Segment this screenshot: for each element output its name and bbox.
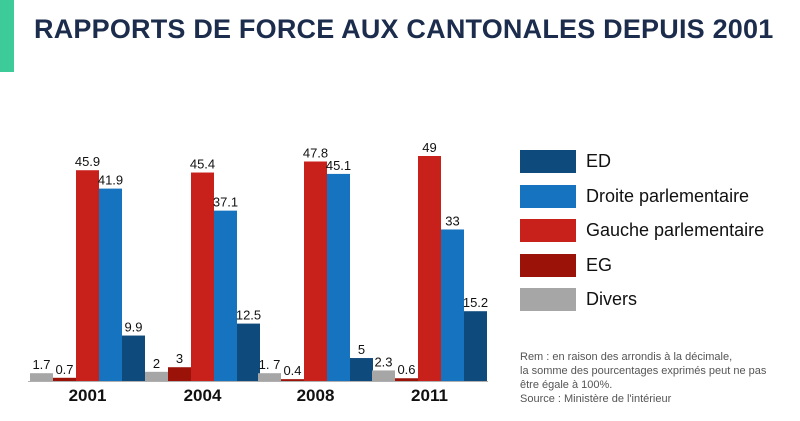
data-label-divers-2011: 2.3: [374, 354, 392, 369]
bar-droite-parlementaire-2008: [327, 173, 350, 381]
bar-divers-2008: [258, 373, 281, 381]
legend-swatch-divers: [520, 288, 576, 311]
bar-gauche-parlementaire-2011: [418, 156, 441, 381]
legend-item-divers: Divers: [520, 288, 764, 311]
x-tick-label-2004: 2004: [184, 386, 222, 405]
bar-divers-2011: [372, 370, 395, 381]
data-label-gauche-parlementaire-2008: 47.8: [303, 146, 328, 161]
data-label-gauche-parlementaire-2004: 45.4: [190, 157, 215, 172]
bar-divers-2001: [30, 373, 53, 381]
data-label-divers-2004: 2: [153, 356, 160, 371]
bar-ed-2001: [122, 335, 145, 381]
legend-swatch-droite-parlementaire: [520, 184, 576, 208]
bar-eg-2001: [53, 377, 76, 381]
data-label-droite-parlementaire-2001: 41.9: [98, 173, 123, 188]
legend-item-gauche-parlementaire: Gauche parlementaire: [520, 219, 764, 242]
page-title: RAPPORTS DE FORCE AUX CANTONALES DEPUIS …: [34, 14, 774, 44]
data-label-divers-2001: 1.7: [32, 357, 50, 372]
data-label-droite-parlementaire-2004: 37.1: [213, 195, 238, 210]
data-label-droite-parlementaire-2011: 33: [445, 213, 459, 228]
bar-divers-2004: [145, 371, 168, 381]
note-line-1: Rem : en raison des arrondis à la décima…: [520, 351, 733, 363]
legend-label-gauche-parlementaire: Gauche parlementaire: [586, 220, 765, 240]
data-label-ed-2004: 12.5: [236, 308, 261, 323]
note-line-2: la somme des pourcentages exprimés peut …: [520, 365, 767, 377]
legend-swatch-gauche-parlementaire: [520, 219, 576, 242]
chart-note: Rem : en raison des arrondis à la décima…: [520, 350, 780, 406]
legend-swatch-eg: [520, 253, 576, 277]
data-label-divers-2008: 1. 7: [259, 357, 281, 372]
bar-ed-2011: [464, 311, 487, 381]
bar-gauche-parlementaire-2008: [304, 161, 327, 381]
chart-legend: ED Droite parlementaire Gauche parlement…: [520, 150, 764, 323]
data-label-ed-2008: 5: [358, 342, 365, 357]
bar-eg-2004: [168, 367, 191, 381]
data-label-droite-parlementaire-2008: 45.1: [326, 158, 351, 173]
bar-droite-parlementaire-2004: [214, 210, 237, 381]
legend-label-eg: EG: [586, 254, 613, 275]
bar-ed-2008: [350, 358, 373, 381]
accent-bar: [0, 0, 14, 72]
data-label-eg-2008: 0.4: [283, 363, 301, 378]
legend-label-divers: Divers: [586, 289, 638, 309]
data-label-gauche-parlementaire-2011: 49: [422, 140, 436, 155]
data-label-ed-2011: 15.2: [463, 295, 488, 310]
bar-ed-2004: [237, 323, 260, 381]
data-label-eg-2011: 0.6: [397, 362, 415, 377]
legend-label-droite-parlementaire: Droite parlementaire: [586, 185, 750, 206]
data-label-eg-2001: 0.7: [55, 362, 73, 377]
source-line: Source : Ministère de l'intérieur: [520, 393, 672, 405]
bar-droite-parlementaire-2011: [441, 229, 464, 381]
bar-gauche-parlementaire-2001: [76, 170, 99, 381]
bar-eg-2011: [395, 378, 418, 381]
bar-droite-parlementaire-2001: [99, 188, 122, 381]
legend-label-ed: ED: [586, 151, 612, 171]
legend-item-droite-parlementaire: Droite parlementaire: [520, 184, 764, 208]
data-label-gauche-parlementaire-2001: 45.9: [75, 154, 100, 169]
note-line-3: être égale à 100%.: [520, 379, 613, 391]
x-tick-label-2011: 2011: [411, 386, 448, 405]
bar-eg-2008: [281, 379, 304, 381]
legend-item-eg: EG: [520, 253, 764, 277]
legend-swatch-ed: [520, 150, 576, 173]
data-label-eg-2004: 3: [176, 351, 183, 366]
x-tick-label-2001: 2001: [69, 386, 107, 405]
bar-gauche-parlementaire-2004: [191, 172, 214, 381]
data-label-ed-2001: 9.9: [124, 320, 142, 335]
x-tick-label-2008: 2008: [297, 386, 335, 405]
legend-item-ed: ED: [520, 150, 764, 173]
